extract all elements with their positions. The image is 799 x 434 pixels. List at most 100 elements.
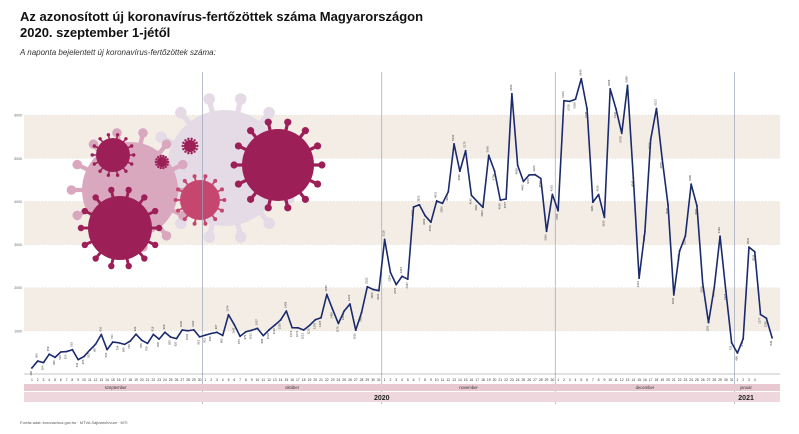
data-label: 901 bbox=[202, 338, 206, 343]
data-label: 2009 bbox=[711, 290, 715, 297]
data-label: 1256 bbox=[312, 322, 316, 329]
grid-band bbox=[24, 287, 780, 331]
x-tick-label: 4 bbox=[575, 378, 577, 382]
y-tick-label: 3000 bbox=[14, 243, 22, 247]
data-label: 1374 bbox=[226, 305, 230, 312]
data-label: 1305 bbox=[318, 320, 322, 327]
data-label: 2022 bbox=[364, 277, 368, 284]
x-tick-label: 20 bbox=[493, 378, 497, 382]
x-tick-label: 5 bbox=[580, 378, 582, 382]
data-label: 724 bbox=[116, 345, 120, 350]
data-label: 3981 bbox=[590, 205, 594, 212]
x-tick-label: 1 bbox=[557, 378, 559, 382]
data-point bbox=[389, 271, 392, 274]
data-point bbox=[395, 283, 398, 286]
data-point bbox=[123, 343, 126, 346]
x-tick-label: 4 bbox=[48, 378, 50, 382]
data-label: 1143 bbox=[231, 327, 235, 333]
x-tick-label: 14 bbox=[105, 378, 109, 382]
x-tick-label: 29 bbox=[718, 378, 722, 382]
data-label: 333 bbox=[75, 362, 79, 367]
data-point bbox=[430, 221, 432, 224]
x-tick-label: 26 bbox=[348, 378, 352, 382]
data-label: 3306 bbox=[544, 234, 548, 241]
data-label: 1022 bbox=[266, 332, 270, 339]
data-point bbox=[516, 164, 519, 167]
data-label: 3630 bbox=[601, 220, 605, 227]
virus-decoration-tiny bbox=[154, 154, 170, 170]
data-point bbox=[343, 310, 346, 312]
x-tick-label: 26 bbox=[175, 378, 179, 382]
data-point bbox=[250, 329, 253, 332]
x-tick-label: 27 bbox=[354, 378, 358, 382]
data-label: 4030 bbox=[497, 203, 501, 210]
data-label: 564 bbox=[104, 352, 108, 357]
data-label: 3200 bbox=[682, 239, 686, 246]
data-point bbox=[169, 336, 172, 339]
data-label: 2072 bbox=[393, 287, 397, 294]
x-tick-label: 8 bbox=[424, 378, 426, 382]
data-label: 4223 bbox=[445, 194, 449, 201]
x-tick-label: 9 bbox=[603, 378, 605, 382]
data-point bbox=[464, 149, 467, 152]
data-point bbox=[626, 84, 629, 87]
data-label: 2264 bbox=[399, 267, 403, 274]
data-label: 3669 bbox=[422, 218, 426, 225]
x-tick-label: 21 bbox=[672, 378, 676, 382]
data-label: 5578 bbox=[619, 136, 623, 143]
chart-title: Az azonosított új koronavírus-fertőzötte… bbox=[20, 9, 580, 41]
data-label: 1170 bbox=[335, 326, 339, 332]
data-point bbox=[493, 170, 496, 172]
data-point bbox=[320, 316, 322, 319]
data-point bbox=[233, 323, 236, 326]
x-tick-label: 25 bbox=[342, 378, 346, 382]
data-label: 1845 bbox=[324, 285, 328, 292]
data-point bbox=[36, 360, 39, 362]
data-label: 861 bbox=[197, 339, 201, 344]
data-point bbox=[88, 349, 91, 352]
data-label: 6496 bbox=[509, 84, 513, 91]
data-label: 1191 bbox=[705, 325, 709, 331]
data-point bbox=[354, 329, 357, 332]
data-point bbox=[256, 327, 259, 330]
data-label: 4978 bbox=[659, 162, 663, 169]
x-tick-label: 4 bbox=[222, 378, 224, 382]
x-tick-label: 13 bbox=[99, 378, 103, 382]
data-label: 6146 bbox=[613, 111, 617, 118]
data-point bbox=[551, 193, 554, 196]
data-label: 1931 bbox=[376, 293, 380, 300]
data-point bbox=[48, 353, 51, 356]
data-label: 820 bbox=[173, 341, 177, 346]
data-point bbox=[771, 336, 774, 339]
x-tick-label: 1 bbox=[736, 378, 738, 382]
chart-title-line2: 2020. szeptember 1-jétől bbox=[20, 25, 171, 40]
data-label: 3193 bbox=[717, 227, 721, 234]
data-point bbox=[349, 303, 351, 305]
data-label: 1422 bbox=[359, 315, 363, 322]
data-point bbox=[372, 288, 374, 291]
data-point bbox=[135, 333, 137, 336]
data-label: 3863 bbox=[480, 210, 484, 217]
data-label: 1499 bbox=[330, 312, 334, 319]
data-label: 1459 bbox=[283, 301, 287, 308]
x-tick-label: 30 bbox=[198, 378, 202, 382]
x-tick-label: 11 bbox=[614, 378, 618, 382]
x-tick-label: 9 bbox=[430, 378, 432, 382]
data-label: 1295 bbox=[763, 321, 767, 328]
data-point bbox=[100, 333, 103, 336]
data-label: 264 bbox=[40, 365, 44, 370]
data-point bbox=[470, 194, 473, 197]
data-point bbox=[597, 193, 600, 196]
data-label: 5332 bbox=[451, 134, 455, 141]
x-tick-label: 22 bbox=[678, 378, 682, 382]
x-tick-label: 25 bbox=[522, 378, 526, 382]
data-point bbox=[603, 216, 606, 219]
data-label: 3519 bbox=[428, 225, 432, 232]
x-tick-label: 22 bbox=[504, 378, 508, 382]
data-label: 563 bbox=[69, 342, 73, 347]
virus-decoration-tiny bbox=[181, 137, 199, 155]
data-point bbox=[175, 337, 178, 340]
data-point bbox=[412, 206, 415, 208]
data-label: 553 bbox=[87, 353, 91, 358]
